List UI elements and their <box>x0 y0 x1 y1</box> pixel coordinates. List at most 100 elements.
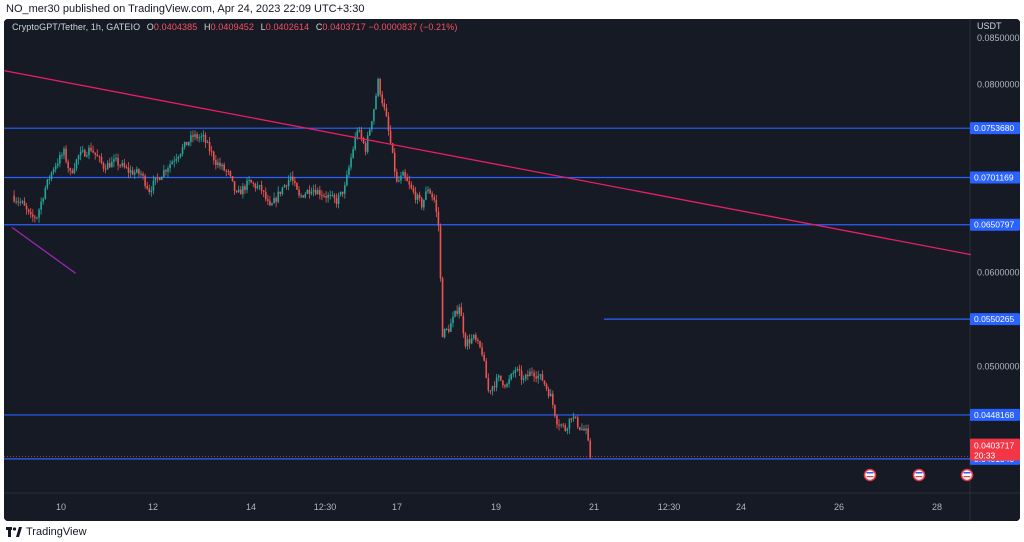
candle-body <box>427 189 429 192</box>
x-tick-label: 12:30 <box>314 502 337 512</box>
price-chart[interactable]: USDT 0.0850000 0.0800000 0.0600000 0.0500000… <box>4 19 1020 521</box>
candle-body <box>524 374 527 379</box>
candle-body <box>181 147 184 154</box>
candle-body <box>294 180 296 184</box>
candle-body <box>264 191 267 200</box>
candle-body <box>464 333 467 347</box>
candle-body <box>448 328 450 332</box>
candle-body <box>325 196 327 198</box>
candle-body <box>252 182 255 184</box>
candle-body <box>500 375 502 381</box>
candle-body <box>210 151 213 153</box>
candle-body <box>458 307 460 314</box>
candle-body <box>529 371 531 377</box>
candle-body <box>495 377 498 388</box>
candle-body <box>493 386 496 388</box>
candle-body <box>423 199 425 208</box>
candle-body <box>206 142 209 144</box>
candle-body <box>146 185 148 189</box>
trend-lines[interactable] <box>4 69 972 274</box>
candle-body <box>23 201 26 206</box>
candle-body <box>254 183 257 189</box>
candle-body <box>250 179 252 183</box>
candle-body <box>408 181 411 185</box>
candle-body <box>38 209 40 218</box>
candle-body <box>547 388 550 397</box>
candle-body <box>50 172 53 179</box>
candle-body <box>271 203 273 206</box>
candle-body <box>165 170 167 172</box>
candle-body <box>177 156 180 159</box>
candle-body <box>119 165 121 167</box>
candle-body <box>21 201 24 203</box>
horizontal-levels[interactable] <box>4 127 970 460</box>
candle-body <box>310 191 313 194</box>
y-tick-label: 0.0800000 <box>977 80 1020 90</box>
flag-stripe-icon <box>963 472 971 474</box>
level-label: 0.0448168 <box>974 410 1014 420</box>
candle-body <box>514 369 517 373</box>
change-value: −0.0000837 (−0.21%) <box>368 22 458 32</box>
candle-body <box>227 171 230 173</box>
candle-body <box>579 427 581 430</box>
tradingview-brand[interactable]: TradingView <box>6 526 87 538</box>
candle-body <box>570 418 573 420</box>
candle-body <box>81 150 84 152</box>
candle-body <box>52 169 55 173</box>
candle-body <box>150 190 153 193</box>
candle-body <box>568 418 571 429</box>
candle-body <box>583 428 585 431</box>
candle-body <box>190 135 192 142</box>
candle-body <box>502 380 504 386</box>
candle-body <box>88 147 90 156</box>
candle-body <box>450 322 452 332</box>
close-label: C <box>315 22 323 32</box>
candle-body <box>113 159 115 162</box>
event-markers[interactable] <box>863 468 974 482</box>
candle-body <box>414 191 417 200</box>
axis-ticks: USDT 0.0850000 0.0800000 0.0600000 0.0500000… <box>56 21 1020 512</box>
chart-panel[interactable]: USDT 0.0850000 0.0800000 0.0600000 0.0500000… <box>4 19 1020 521</box>
x-tick-label: 21 <box>589 502 599 512</box>
x-tick-label: 14 <box>246 502 256 512</box>
candle-body <box>445 328 448 330</box>
candle-body <box>358 130 361 132</box>
candle-body <box>377 79 379 96</box>
x-tick-label: 12:30 <box>658 502 681 512</box>
candle-body <box>329 195 332 197</box>
candle-body <box>472 334 475 339</box>
candle-body <box>412 188 415 192</box>
candle-body <box>443 328 446 338</box>
symbol-legend: CryptoGPT/Tether, 1h, GATEIO O0.0404385 … <box>12 22 457 32</box>
level-label: 0.0650797 <box>974 220 1014 230</box>
candle-body <box>543 380 546 385</box>
candle-body <box>439 225 442 279</box>
candle-body <box>431 193 433 198</box>
candle-body <box>42 198 44 202</box>
publish-header: NO_mer30 published on TradingView.com, A… <box>0 0 1024 19</box>
close-value: 0.0403717 <box>322 22 366 32</box>
candle-body <box>169 164 171 169</box>
last-price-label: 0.0403717 <box>974 441 1014 451</box>
candle-body <box>158 177 161 180</box>
candle-body <box>489 390 492 392</box>
candle-body <box>312 189 315 192</box>
flag-stripe-icon <box>866 476 874 478</box>
candle-body <box>545 384 548 389</box>
candle-body <box>204 134 207 143</box>
price-labels: 0.0753680 0.0701169 0.0650797 0.0550265 0.04… <box>4 122 1020 465</box>
candle-body <box>475 334 477 340</box>
candle-body <box>71 170 74 173</box>
candle-body <box>121 163 124 166</box>
candle-body <box>393 152 396 172</box>
candle-body <box>225 170 228 172</box>
candle-body <box>231 176 234 182</box>
candle-body <box>462 316 465 334</box>
candle-body <box>202 134 205 137</box>
candle-body <box>258 185 261 187</box>
candle-body <box>296 183 298 190</box>
candle-body <box>574 416 577 418</box>
candle-body <box>383 103 386 108</box>
candle-body <box>279 191 282 194</box>
candle-body <box>360 130 363 138</box>
